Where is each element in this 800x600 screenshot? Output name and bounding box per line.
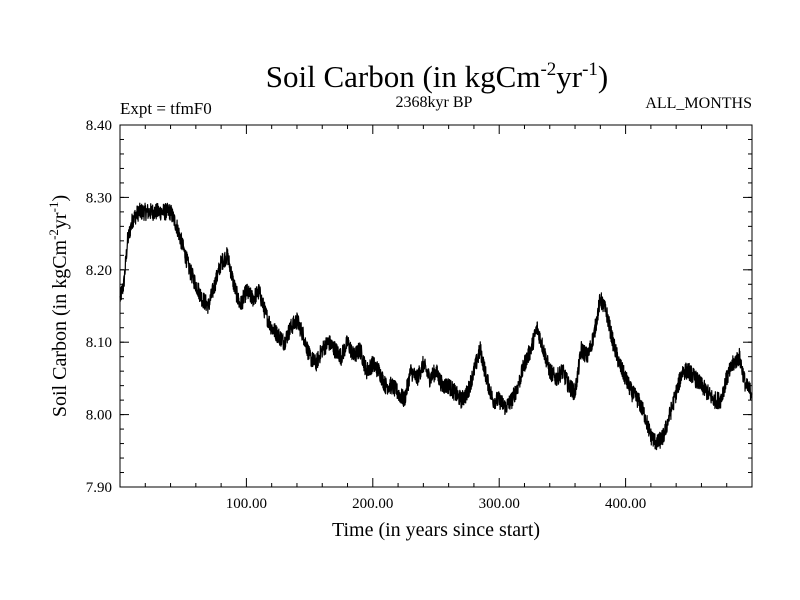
y-axis-label-sup1: -2: [46, 229, 61, 240]
y-axis-label-sup2: -1: [46, 202, 61, 213]
y-tick-label: 7.90: [86, 480, 112, 496]
y-axis-label-suffix: ): [49, 195, 71, 202]
x-axis-label: Time (in years since start): [332, 519, 540, 541]
chart-title-suffix: ): [598, 59, 608, 94]
series-line: [119, 202, 753, 451]
y-tick-label: 8.20: [86, 263, 112, 279]
y-tick-label: 8.10: [86, 335, 112, 351]
period-label: 2368kyr BP: [396, 94, 473, 111]
x-tick-label: 100.00: [226, 496, 267, 512]
x-tick-label: 200.00: [352, 496, 393, 512]
y-axis-label: Soil Carbon (in kgCm-2yr-1): [46, 195, 71, 417]
chart-title-prefix: Soil Carbon (in kgCm: [266, 59, 541, 94]
y-tick-label: 8.00: [86, 408, 112, 424]
y-tick-label: 8.40: [86, 118, 112, 134]
experiment-label: Expt = tfmF0: [120, 99, 212, 118]
plot-area: 7.90 8.00 8.10 8.20 8.30 8.40 100.00 200.00 300.…: [86, 118, 753, 512]
chart-title-sup1: -2: [540, 59, 556, 80]
y-axis-label-mid: yr: [49, 212, 71, 229]
y-axis-label-prefix: Soil Carbon (in kgCm: [49, 239, 71, 417]
x-tick-label: 300.00: [479, 496, 520, 512]
chart-title-sup2: -1: [582, 59, 598, 80]
x-tick-label: 400.00: [605, 496, 646, 512]
chart-title: Soil Carbon (in kgCm-2yr-1): [266, 59, 609, 94]
plot-frame: [119, 124, 753, 488]
months-label: ALL_MONTHS: [645, 95, 752, 112]
y-tick-label: 8.30: [86, 190, 112, 206]
chart-title-mid: yr: [556, 59, 583, 94]
